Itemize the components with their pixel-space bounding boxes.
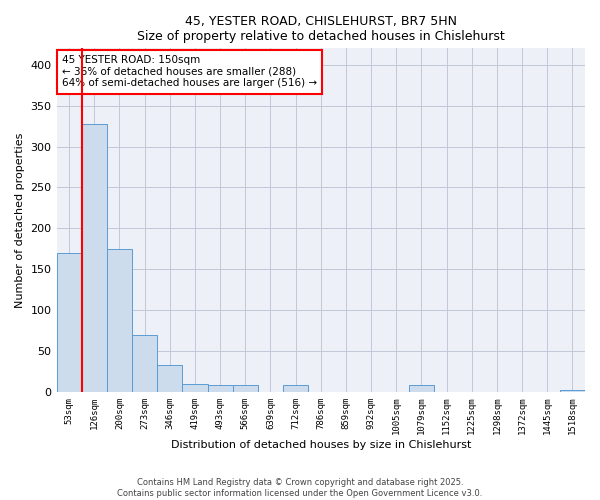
Bar	[56, 253, 82, 392]
Y-axis label: Number of detached properties: Number of detached properties	[15, 132, 25, 308]
Bar	[157, 365, 182, 392]
Bar	[82, 124, 107, 392]
Title: 45, YESTER ROAD, CHISLEHURST, BR7 5HN
Size of property relative to detached hous: 45, YESTER ROAD, CHISLEHURST, BR7 5HN Si…	[137, 15, 505, 43]
Bar	[107, 249, 132, 392]
Bar	[233, 386, 258, 392]
Bar	[560, 390, 585, 392]
Bar	[283, 386, 308, 392]
X-axis label: Distribution of detached houses by size in Chislehurst: Distribution of detached houses by size …	[170, 440, 471, 450]
Text: Contains HM Land Registry data © Crown copyright and database right 2025.
Contai: Contains HM Land Registry data © Crown c…	[118, 478, 482, 498]
Bar	[409, 386, 434, 392]
Text: 45 YESTER ROAD: 150sqm
← 36% of detached houses are smaller (288)
64% of semi-de: 45 YESTER ROAD: 150sqm ← 36% of detached…	[62, 55, 317, 88]
Bar	[208, 386, 233, 392]
Bar	[132, 334, 157, 392]
Bar	[182, 384, 208, 392]
